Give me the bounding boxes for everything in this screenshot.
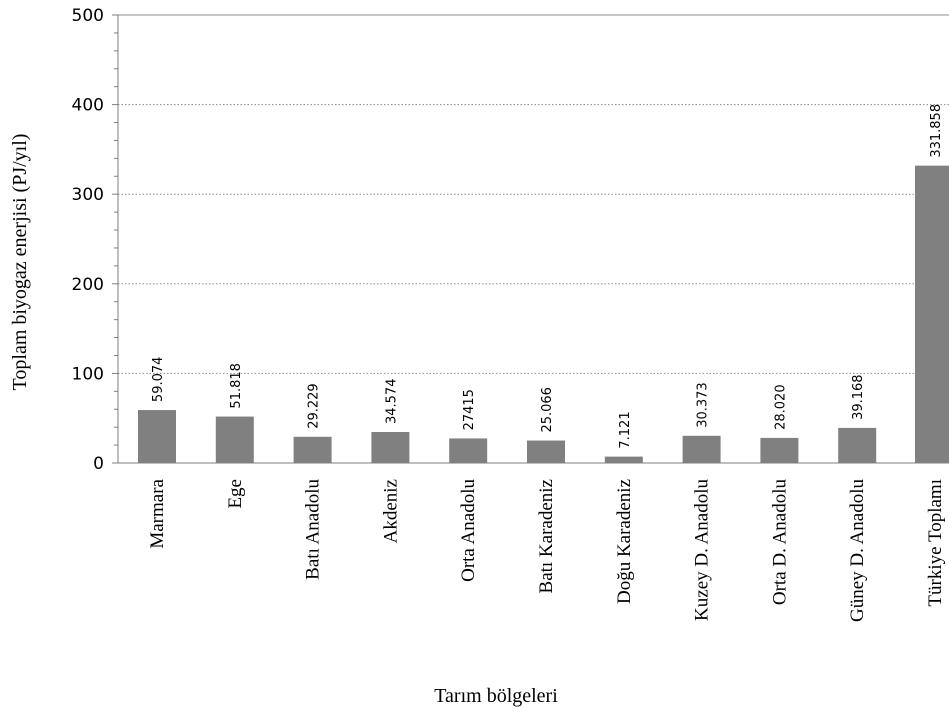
bar — [838, 427, 877, 463]
x-category-label: Orta D. Anadolu — [769, 479, 790, 606]
y-tick-label: 300 — [72, 185, 104, 205]
data-label: 29.229 — [307, 383, 322, 429]
data-label: 28.020 — [773, 384, 788, 430]
data-label: 39.168 — [851, 374, 866, 420]
data-label: 34.574 — [384, 379, 399, 425]
data-label: 331.858 — [929, 104, 944, 158]
x-category-label: Marmara — [147, 478, 168, 548]
x-category-label: Türkiye Toplamı — [925, 479, 946, 607]
y-axis: 0 100 200 300 400 500 — [72, 6, 949, 474]
y-tick-label: 100 — [72, 364, 104, 384]
bar — [215, 416, 254, 463]
bar — [604, 456, 643, 463]
bars — [138, 165, 949, 464]
bar — [449, 438, 488, 463]
bar — [682, 435, 721, 463]
bar — [138, 410, 176, 463]
data-label: 51.818 — [229, 363, 244, 409]
x-category-label: Akdeniz — [380, 479, 401, 543]
x-category-label: Orta Anadolu — [458, 479, 479, 582]
bar — [527, 440, 565, 463]
x-axis-category-labels: Marmara Ege Batı Anadolu Akdeniz Orta Anadol… — [147, 478, 946, 622]
y-tick-label: 200 — [72, 275, 104, 295]
x-category-label: Ege — [225, 479, 246, 509]
x-axis-title: Tarım bölgeleri — [434, 685, 558, 707]
gridlines — [118, 14, 949, 374]
data-label: 7.121 — [618, 411, 633, 448]
y-axis-title: Toplam biyogaz enerjisi (PJ/yıl) — [9, 134, 31, 391]
x-category-label: Kuzey D. Anadolu — [692, 479, 713, 621]
bar — [760, 437, 799, 463]
data-label: 27415 — [462, 389, 477, 430]
data-labels: 59.074 51.818 29.229 34.574 27415 25.066 7.121… — [151, 104, 944, 449]
x-category-label: Batı Karadeniz — [536, 479, 557, 593]
y-tick-label: 0 — [93, 454, 104, 474]
bar — [371, 432, 410, 463]
x-category-label: Batı Anadolu — [303, 479, 324, 580]
data-label: 59.074 — [151, 357, 166, 403]
data-label: 30.373 — [696, 382, 711, 428]
bar — [293, 436, 332, 463]
x-category-label: Doğu Karadeniz — [614, 479, 635, 604]
y-tick-label: 400 — [72, 96, 104, 116]
x-category-label: Güney D. Anadolu — [847, 479, 868, 623]
bar — [915, 165, 949, 464]
y-tick-label: 500 — [72, 6, 104, 26]
data-label: 25.066 — [540, 387, 555, 433]
